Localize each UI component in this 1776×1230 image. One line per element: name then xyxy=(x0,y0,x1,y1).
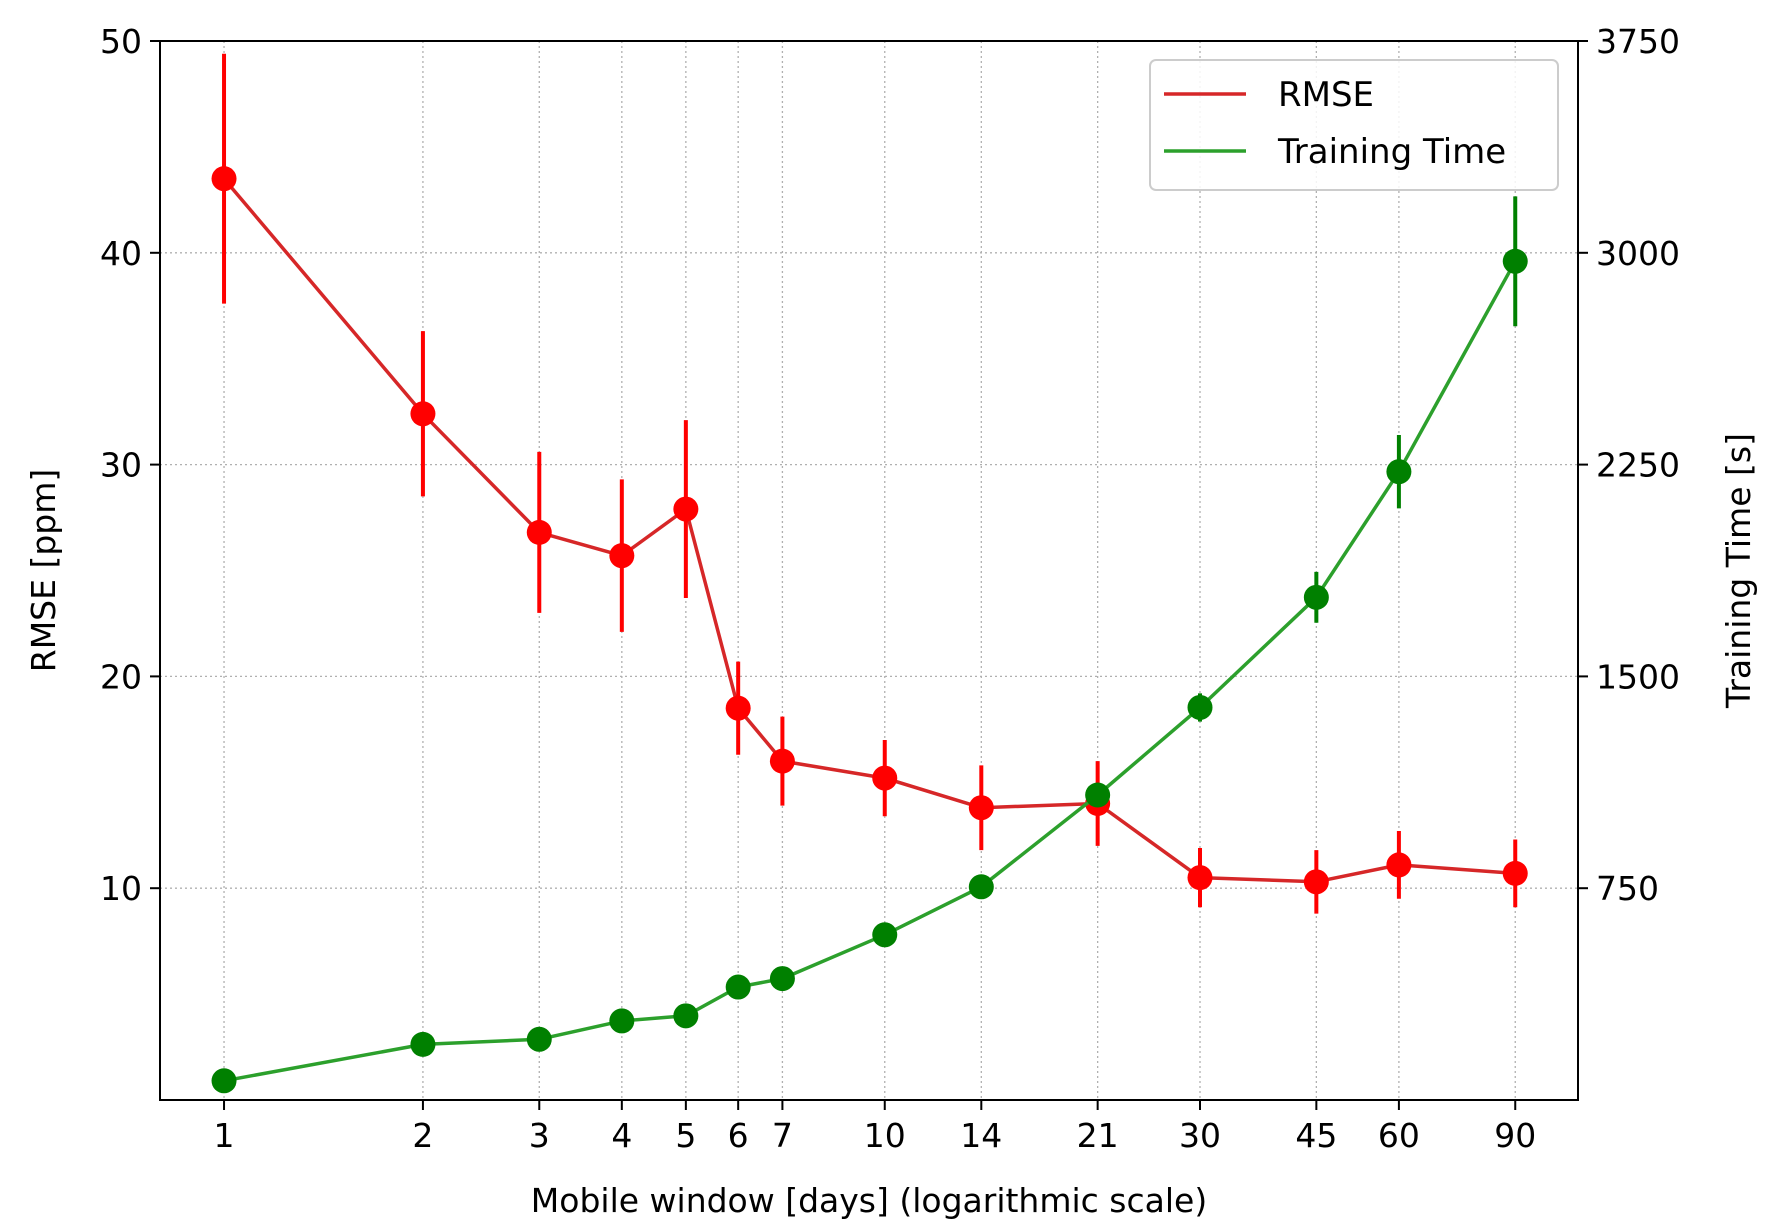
rmse-point xyxy=(769,748,795,774)
training-time-point xyxy=(673,1003,699,1029)
training-time-point xyxy=(1502,248,1528,274)
y-axis-label: RMSE [ppm] xyxy=(24,469,63,672)
rmse-point xyxy=(725,695,751,721)
training-time-point xyxy=(1386,459,1412,485)
training-time-point xyxy=(725,974,751,1000)
training-time-point xyxy=(1187,694,1213,720)
x-tick-label: 10 xyxy=(864,1116,906,1155)
training-time-point xyxy=(211,1068,237,1094)
training-time-point xyxy=(872,922,898,948)
x-tick-label: 90 xyxy=(1494,1116,1536,1155)
x-tick-label: 45 xyxy=(1295,1116,1337,1155)
x-tick-label: 6 xyxy=(728,1116,749,1155)
y-right-tick-label: 1500 xyxy=(1596,657,1680,696)
rmse-point xyxy=(1187,865,1213,891)
y-tick-label: 30 xyxy=(100,446,142,485)
y-right-tick-label: 2250 xyxy=(1596,446,1680,485)
legend-box xyxy=(1149,59,1559,191)
x-tick-label: 14 xyxy=(960,1116,1002,1155)
y-axis-right-label: Training Time [s] xyxy=(1719,433,1758,709)
x-tick-label: 2 xyxy=(412,1116,433,1155)
y-right-tick-label: 3750 xyxy=(1596,22,1680,61)
rmse-point xyxy=(872,765,898,791)
y-tick-label: 50 xyxy=(100,22,142,61)
x-axis-label: Mobile window [days] (logarithmic scale) xyxy=(531,1181,1207,1220)
x-tick-label: 60 xyxy=(1378,1116,1420,1155)
rmse-point xyxy=(1502,860,1528,886)
training-time-point xyxy=(526,1026,552,1052)
x-tick-label: 7 xyxy=(772,1116,793,1155)
rmse-point xyxy=(526,519,552,545)
training-time-point xyxy=(410,1031,436,1057)
y-tick-label: 20 xyxy=(100,657,142,696)
training-time-line xyxy=(223,260,1517,1083)
x-tick-label: 21 xyxy=(1077,1116,1119,1155)
legend: RMSE Training Time xyxy=(1149,59,1559,191)
rmse-line xyxy=(222,177,1516,884)
x-tick-label: 5 xyxy=(675,1116,696,1155)
x-tick-label: 3 xyxy=(529,1116,550,1155)
y-right-tick-label: 750 xyxy=(1596,869,1659,908)
training-time-point xyxy=(609,1008,635,1034)
rmse-point xyxy=(410,401,436,427)
rmse-point xyxy=(211,166,237,192)
training-time-point xyxy=(968,874,994,900)
training-time-point xyxy=(769,966,795,992)
y-tick-label: 10 xyxy=(100,869,142,908)
x-tick-label: 1 xyxy=(214,1116,235,1155)
x-tick-label: 30 xyxy=(1179,1116,1221,1155)
rmse-point xyxy=(609,543,635,569)
rmse-point xyxy=(1386,852,1412,878)
legend-label-rmse: RMSE xyxy=(1278,75,1374,115)
rmse-point xyxy=(968,795,994,821)
legend-label-training-time: Training Time xyxy=(1277,132,1506,172)
y-tick-label: 40 xyxy=(100,234,142,273)
axis-ticks: 1 2 3 4 5 6 7 10 14 21 30 45 60 901020304050750150022… xyxy=(100,22,1680,1155)
training-time-point xyxy=(1303,584,1329,610)
y-right-tick-label: 3000 xyxy=(1596,234,1680,273)
plot-frame xyxy=(159,40,1579,1101)
rmse-point xyxy=(673,496,699,522)
rmse-point xyxy=(1303,869,1329,895)
series-layer xyxy=(211,53,1528,1094)
x-tick-label: 4 xyxy=(611,1116,632,1155)
training-time-point xyxy=(1085,782,1111,808)
